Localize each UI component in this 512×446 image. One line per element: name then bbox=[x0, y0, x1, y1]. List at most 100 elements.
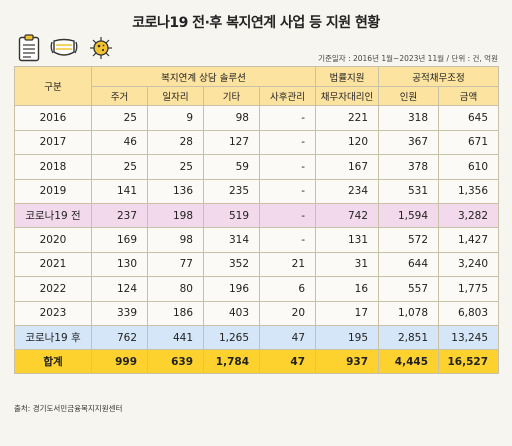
cell-other: 352 bbox=[203, 251, 260, 277]
row-label: 합계 bbox=[14, 349, 92, 374]
table-row: 2018 25 25 59-167 378 610 bbox=[14, 154, 500, 180]
table-row: 2021 130 77 352 21 31 644 3,240 bbox=[14, 251, 500, 277]
cell-other: 98 bbox=[203, 105, 260, 131]
table-row: 2016 25 9 98-221 318 645 bbox=[14, 105, 500, 131]
header-category: 구분 bbox=[14, 66, 92, 106]
header-group-welfare: 복지연계 상담 솔루션 bbox=[90, 66, 317, 87]
cell-housing: 25 bbox=[91, 105, 148, 131]
header-group-legal: 법률지원 bbox=[315, 66, 380, 87]
table-row: 2017 46 28 127-120 367 671 bbox=[14, 129, 500, 155]
cell-case-mgmt: 47 bbox=[258, 325, 317, 350]
row-label: 코로나19 전 bbox=[14, 203, 92, 228]
header-housing: 주거 bbox=[91, 86, 148, 106]
cell-jobs: 136 bbox=[147, 178, 204, 204]
row-label: 2020 bbox=[14, 227, 92, 253]
row-label: 2019 bbox=[14, 178, 92, 204]
cell-case-mgmt: - bbox=[258, 227, 317, 253]
header-amount: 금액 bbox=[438, 86, 500, 106]
cell-other: 196 bbox=[203, 276, 260, 302]
base-info: 기준일자 : 2016년 1월~2023년 11월 / 단위 : 건, 억원 bbox=[318, 54, 498, 63]
row-label: 코로나19 후 bbox=[14, 325, 92, 350]
cell-debtor-agent: 16 bbox=[315, 276, 380, 302]
cell-other: 1,784 bbox=[203, 349, 260, 374]
cell-jobs: 98 bbox=[147, 227, 204, 253]
cell-jobs: 28 bbox=[147, 129, 204, 155]
cell-amount: 1,356 bbox=[438, 178, 500, 204]
cell-debtor-agent: 17 bbox=[315, 300, 380, 326]
table-row: 2019 141 136 235-234 531 1,356 bbox=[14, 178, 500, 204]
header-icons bbox=[18, 32, 114, 64]
cell-case-mgmt: 6 bbox=[258, 276, 317, 302]
cell-debtor-agent: 120 bbox=[315, 129, 380, 155]
cell-people: 4,445 bbox=[378, 349, 440, 374]
cell-other: 235 bbox=[203, 178, 260, 204]
table-row: 2020 169 98 314-131 572 1,427 bbox=[14, 227, 500, 253]
table-row: 2022 124 80 196 6 16 557 1,775 bbox=[14, 276, 500, 302]
cell-case-mgmt: - bbox=[258, 129, 317, 155]
cell-people: 367 bbox=[378, 129, 440, 155]
header-case-mgmt: 사후관리 bbox=[258, 86, 317, 106]
cell-case-mgmt: 20 bbox=[258, 300, 317, 326]
cell-debtor-agent: 234 bbox=[315, 178, 380, 204]
cell-debtor-agent: 131 bbox=[315, 227, 380, 253]
cell-housing: 237 bbox=[91, 203, 148, 228]
header-group-debt: 공적채무조정 bbox=[378, 66, 500, 87]
cell-people: 572 bbox=[378, 227, 440, 253]
cell-amount: 610 bbox=[438, 154, 500, 180]
header-debtor-agent: 채무자대리인 bbox=[315, 86, 380, 106]
cell-debtor-agent: 221 bbox=[315, 105, 380, 131]
row-label: 2023 bbox=[14, 300, 92, 326]
source-note: 출처: 경기도서민금융복지지원센터 bbox=[14, 404, 123, 413]
cell-amount: 1,775 bbox=[438, 276, 500, 302]
cell-debtor-agent: 195 bbox=[315, 325, 380, 350]
cell-housing: 999 bbox=[91, 349, 148, 374]
table-row: 합계 999 639 1,784 47 937 4,445 16,527 bbox=[14, 349, 500, 374]
cell-jobs: 77 bbox=[147, 251, 204, 277]
table-row: 코로나19 전 237 198 519-742 1,594 3,282 bbox=[14, 203, 500, 228]
cell-amount: 6,803 bbox=[438, 300, 500, 326]
cell-housing: 124 bbox=[91, 276, 148, 302]
cell-other: 314 bbox=[203, 227, 260, 253]
row-label: 2016 bbox=[14, 105, 92, 131]
cell-case-mgmt: 21 bbox=[258, 251, 317, 277]
cell-housing: 169 bbox=[91, 227, 148, 253]
cell-other: 519 bbox=[203, 203, 260, 228]
cell-housing: 130 bbox=[91, 251, 148, 277]
cell-jobs: 9 bbox=[147, 105, 204, 131]
cell-people: 2,851 bbox=[378, 325, 440, 350]
cell-case-mgmt: - bbox=[258, 203, 317, 228]
header-people: 인원 bbox=[378, 86, 440, 106]
cell-case-mgmt: - bbox=[258, 105, 317, 131]
row-label: 2022 bbox=[14, 276, 92, 302]
face-mask-icon bbox=[48, 37, 80, 59]
cell-people: 644 bbox=[378, 251, 440, 277]
cell-amount: 3,282 bbox=[438, 203, 500, 228]
cell-jobs: 186 bbox=[147, 300, 204, 326]
cell-people: 1,594 bbox=[378, 203, 440, 228]
support-status-table: 구분 복지연계 상담 솔루션 법률지원 공적채무조정 주거 일자리 기타 사후관… bbox=[14, 66, 500, 374]
cell-debtor-agent: 937 bbox=[315, 349, 380, 374]
cell-debtor-agent: 167 bbox=[315, 154, 380, 180]
cell-amount: 645 bbox=[438, 105, 500, 131]
cell-jobs: 639 bbox=[147, 349, 204, 374]
cell-people: 1,078 bbox=[378, 300, 440, 326]
cell-jobs: 25 bbox=[147, 154, 204, 180]
cell-people: 531 bbox=[378, 178, 440, 204]
cell-housing: 762 bbox=[91, 325, 148, 350]
cell-other: 127 bbox=[203, 129, 260, 155]
cell-amount: 1,427 bbox=[438, 227, 500, 253]
header-jobs: 일자리 bbox=[147, 86, 204, 106]
cell-debtor-agent: 742 bbox=[315, 203, 380, 228]
cell-jobs: 198 bbox=[147, 203, 204, 228]
cell-case-mgmt: - bbox=[258, 154, 317, 180]
cell-housing: 25 bbox=[91, 154, 148, 180]
cell-housing: 46 bbox=[91, 129, 148, 155]
cell-debtor-agent: 31 bbox=[315, 251, 380, 277]
cell-amount: 16,527 bbox=[438, 349, 500, 374]
cell-case-mgmt: 47 bbox=[258, 349, 317, 374]
cell-people: 557 bbox=[378, 276, 440, 302]
header-other: 기타 bbox=[203, 86, 260, 106]
clipboard-icon bbox=[18, 34, 40, 62]
cell-other: 59 bbox=[203, 154, 260, 180]
row-label: 2017 bbox=[14, 129, 92, 155]
